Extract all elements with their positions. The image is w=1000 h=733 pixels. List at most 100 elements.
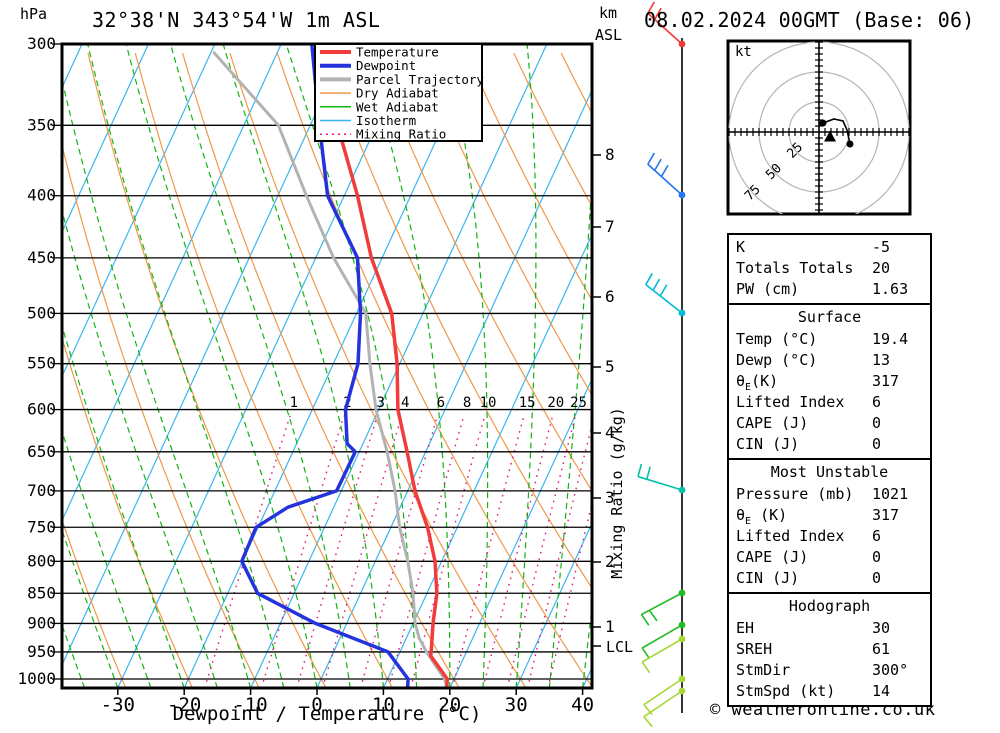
summary-table-hodograph: Hodograph EH 30 SREH 61 StmDir 300° StmSpd (kt)… — [727, 592, 932, 707]
temp-axis-label: 30 — [505, 694, 528, 716]
legend-label: Dry Adiabat — [356, 86, 439, 101]
table-row: SREH 61 — [729, 639, 930, 660]
storm-motion-marker — [824, 130, 837, 142]
table-row-label: Dewp (°C) — [736, 351, 818, 369]
table-row-value: 317 — [872, 506, 900, 524]
table-row-label: Totals Totals — [736, 259, 854, 277]
table-row-value: 317 — [872, 372, 900, 390]
table-row: EH 30 — [729, 618, 930, 639]
wind-barb — [641, 635, 686, 674]
table-row: CIN (J) 0 — [729, 434, 930, 455]
table-row-label: Temp (°C) — [736, 330, 818, 348]
pressure-axis-label: 650 — [27, 442, 56, 461]
pressure-axis-label: 700 — [27, 481, 56, 500]
wind-barb — [645, 273, 686, 317]
legend-label: Parcel Trajectory — [356, 72, 484, 87]
summary-table-surface: Surface Temp (°C) 19.4 Dewp (°C) 13 θE(K) 317 L… — [727, 303, 932, 460]
temp-axis-label: 10 — [372, 694, 395, 716]
pressure-axis-label: 800 — [27, 551, 56, 570]
pressure-axis-unit: hPa — [20, 5, 48, 23]
altitude-axis-unit-km: km — [599, 4, 618, 22]
km-axis-label: 8 — [605, 145, 615, 164]
pressure-axis-label: 300 — [27, 34, 56, 53]
table-row-value: 20 — [872, 259, 891, 277]
table-row: θE (K) 317 — [729, 505, 930, 527]
mixing-ratio-value-label: 25 — [570, 395, 587, 411]
page-title: 32°38'N 343°54'W 1m ASL — [92, 8, 381, 32]
pressure-axis-label: 500 — [27, 303, 56, 322]
legend-label: Wet Adiabat — [356, 99, 439, 114]
x-axis-label: Dewpoint / Temperature (°C) — [172, 703, 482, 725]
temperature-curve — [313, 44, 450, 688]
table-row-value: 30 — [872, 619, 891, 637]
legend-label: Mixing Ratio — [356, 127, 446, 142]
wind-barb — [647, 1, 686, 48]
temp-axis-label: -10 — [233, 694, 267, 716]
mixing-ratio-axis-label: Mixing Ratio (g/kg) — [608, 407, 626, 579]
table-row-value: 13 — [872, 351, 891, 369]
pressure-axis-label: 400 — [27, 186, 56, 205]
table-row: θE(K) 317 — [729, 371, 930, 393]
hodograph-axis-ticks — [728, 41, 910, 211]
table-header: Hodograph — [788, 597, 871, 615]
table-row-value: 6 — [872, 527, 882, 545]
table-row-label: Pressure (mb) — [736, 485, 854, 503]
table-row-value: 0 — [872, 548, 882, 566]
table-row-label: EH — [736, 619, 755, 637]
temp-axis-label: -20 — [167, 694, 201, 716]
pressure-axis: 300 350 400 450 500 550 600 650 700 750 800 850 900 9… — [17, 34, 62, 688]
table-row-value: 1.63 — [872, 280, 909, 298]
mixing-ratio-lines — [203, 415, 592, 688]
mixing-ratio-value-label: 4 — [401, 395, 409, 411]
wind-barb — [643, 675, 686, 716]
table-row: CAPE (J) 0 — [729, 413, 930, 434]
summary-table-indices: K -5 Totals Totals 20 PW (cm) 1.63 — [727, 233, 932, 305]
legend-label: Isotherm — [356, 113, 416, 128]
table-row: CAPE (J) 0 — [729, 547, 930, 568]
mixing-ratio-value-label: 1 — [290, 395, 298, 411]
temperature-axis: -30 -20 -10 0 10 20 30 40 — [101, 688, 594, 716]
table-row-label: PW (cm) — [736, 280, 800, 298]
lcl-label: LCL — [606, 638, 634, 656]
table-row-label: θE (K) — [736, 506, 788, 527]
table-row: StmSpd (kt) 14 — [729, 681, 930, 702]
mixing-ratio-value-label: 15 — [519, 395, 536, 411]
table-row-label: CIN (J) — [736, 435, 800, 453]
table-row-value: 0 — [872, 569, 882, 587]
table-row: PW (cm) 1.63 — [729, 279, 930, 300]
table-header: Surface — [797, 308, 862, 326]
km-axis-label: 5 — [605, 357, 615, 376]
run-datetime: 08.02.2024 00GMT (Base: 06) — [644, 8, 975, 32]
legend-label: Dewpoint — [356, 58, 416, 73]
table-row-value: 0 — [872, 435, 882, 453]
km-axis-label: 4 — [605, 423, 615, 442]
table-row-label: Lifted Index — [736, 393, 845, 411]
table-row-label: StmDir — [736, 661, 791, 679]
table-row-value: 61 — [872, 640, 891, 658]
pressure-gridlines — [62, 42, 592, 680]
wind-barb — [637, 463, 686, 494]
table-row: Lifted Index 6 — [729, 526, 930, 547]
table-row-value: -5 — [872, 238, 891, 256]
table-row: Totals Totals 20 — [729, 258, 930, 279]
pressure-axis-label: 750 — [27, 517, 56, 536]
km-axis-label: 2 — [605, 552, 615, 571]
table-row: Lifted Index 6 — [729, 392, 930, 413]
wind-barb — [640, 589, 686, 626]
table-row: Pressure (mb) 1021 — [729, 484, 930, 505]
table-row-label: CIN (J) — [736, 569, 800, 587]
km-axis-label: 3 — [605, 488, 615, 507]
wind-barb — [641, 621, 686, 660]
table-row-label: CAPE (J) — [736, 548, 809, 566]
pressure-axis-label: 1000 — [17, 669, 56, 688]
km-axis-label: 6 — [605, 287, 615, 306]
mixing-ratio-value-label: 6 — [437, 395, 445, 411]
km-axis: 1 2 3 4 5 6 7 8 — [592, 145, 615, 647]
temp-axis-label: 40 — [571, 694, 594, 716]
summary-table-most-unstable: Most Unstable Pressure (mb) 1021 θE (K) 317 L… — [727, 458, 932, 594]
table-header: Most Unstable — [770, 463, 889, 481]
temp-axis-label: 0 — [311, 694, 322, 716]
legend-label: Temperature — [356, 45, 439, 60]
table-row-value: 0 — [872, 414, 882, 432]
